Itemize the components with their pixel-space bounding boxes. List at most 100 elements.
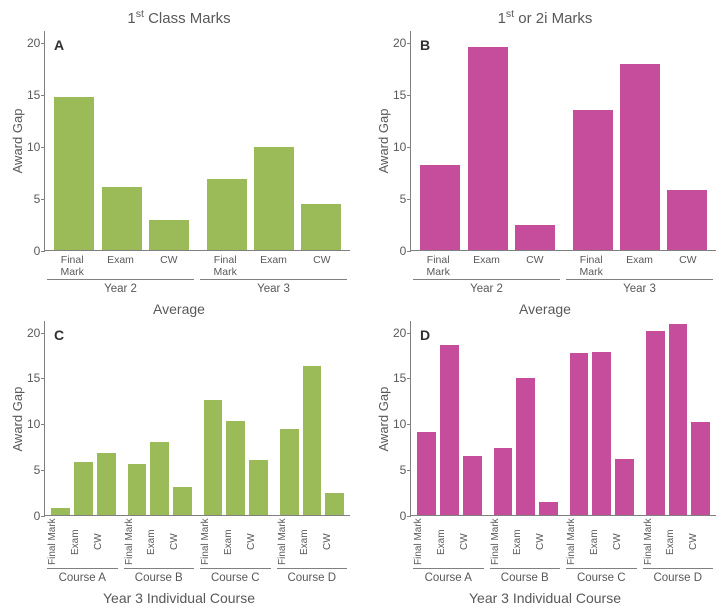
y-tick: 5 [34,193,41,205]
bar [303,366,322,515]
x-category-label: Final Mark [125,516,148,568]
x-category-label: Exam [615,251,663,278]
x-category-label: CW [689,516,712,568]
y-axis: 20151050 [393,31,410,251]
y-tick: 20 [393,37,406,49]
x-category-label: Final Mark [491,516,514,568]
y-tick: 15 [393,89,406,101]
panel-B: B Award Gap 20151050 FinalMarkExamCWFina… [374,31,716,295]
x-category-label: FinalMark [567,251,615,278]
panel-D: D Award Gap 20151050 Final MarkExamCWFin… [374,321,716,585]
bar-group [640,321,716,516]
title-left-top: 1st Class Marks [8,8,350,27]
y-tick: 15 [27,372,40,384]
bar [280,429,299,515]
bar [539,502,558,515]
x-category-label: Final Mark [278,516,301,568]
bar-group [564,321,640,516]
bar [102,187,142,251]
ylabel: Award Gap [374,321,393,517]
y-axis: 20151050 [27,31,44,251]
bar-group [274,321,350,516]
y-tick: 5 [400,193,407,205]
panel-label-B: B [420,37,430,53]
bar [54,97,94,251]
ylabel: Award Gap [374,31,393,251]
bar [592,352,611,515]
bar [301,204,341,250]
y-tick: 0 [400,510,407,522]
group-caption: Year 3 [200,279,347,295]
plot-area [44,31,350,251]
panel-label-A: A [54,37,64,53]
x-category-label: Final Mark [48,516,71,568]
x-category-label: Exam [96,251,144,278]
bar [468,47,508,250]
bar [150,442,169,515]
ylabel: Award Gap [8,321,27,517]
panel-label-C: C [54,327,64,343]
y-tick: 0 [400,245,407,257]
bar [204,400,223,515]
bar-group [411,31,563,250]
group-caption: Course D [643,568,714,584]
x-category-label: CW [170,516,193,568]
x-category-label: Exam [666,516,689,568]
x-category-label: Exam [71,516,94,568]
x-category-label: CW [247,516,270,568]
x-category-label: FinalMark [48,251,96,278]
x-category-label: CW [536,516,559,568]
y-tick: 20 [27,37,40,49]
bar-group [564,31,716,250]
plot-area [410,321,716,517]
x-category-label: FinalMark [201,251,249,278]
group-caption: Course B [490,568,561,584]
group-caption: Year 2 [47,279,194,295]
y-tick: 15 [27,89,40,101]
group-caption: Year 2 [413,279,560,295]
group-caption: Course D [277,568,348,584]
bar [667,190,707,250]
x-category-label: Exam [462,251,510,278]
group-caption: Course A [413,568,484,584]
bar [646,331,665,515]
subtitle-B: Average [374,299,716,317]
x-category-label: Exam [300,516,323,568]
plot-area [410,31,716,251]
bar [74,462,93,515]
group-caption: Year 3 [566,279,713,295]
bar-group [122,321,198,516]
x-category-label: CW [511,251,559,278]
bar [51,508,70,515]
y-tick: 10 [27,141,40,153]
group-caption: Course C [200,568,271,584]
bar [149,220,189,251]
y-tick: 10 [393,141,406,153]
x-category-label: Final Mark [201,516,224,568]
y-tick: 10 [27,418,40,430]
bar [325,493,344,515]
bar-group [198,321,274,516]
chart-grid: 1st Class Marks 1st or 2i Marks A Award … [8,8,716,606]
title-right-top: 1st or 2i Marks [374,8,716,27]
panel-C: C Award Gap 20151050 Final MarkExamCWFin… [8,321,350,585]
subtitle-C: Year 3 Individual Course [8,588,350,606]
y-axis: 20151050 [27,321,44,517]
x-category-label: CW [664,251,712,278]
bar [97,453,116,515]
x-category-label: CW [145,251,193,278]
ylabel: Award Gap [8,31,27,251]
panel-label-D: D [420,327,430,343]
bar [128,464,147,515]
bar [417,432,436,515]
bar-group [198,31,350,250]
bar [691,422,710,515]
y-axis: 20151050 [393,321,410,517]
y-tick: 0 [34,510,41,522]
group-caption: Course A [47,568,118,584]
plot-area [44,321,350,517]
bar [570,353,589,515]
subtitle-D: Year 3 Individual Course [374,588,716,606]
x-category-label: CW [613,516,636,568]
bar [249,460,268,515]
